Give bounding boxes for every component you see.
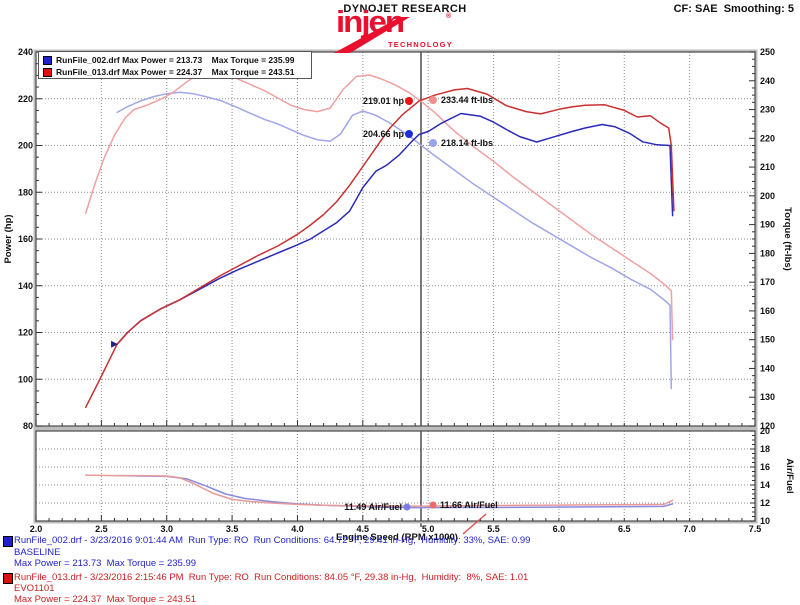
power-tick-label: 200 <box>18 141 33 151</box>
cursor-readout-label: 218.14 ft-lbs <box>441 138 493 148</box>
legend-row-runfile002: RunFile_002.drf Max Power = 213.73 Max T… <box>43 54 311 66</box>
airfuel-tick-label: 18 <box>760 444 770 454</box>
legend-swatch-red <box>43 67 52 77</box>
legend-label: RunFile_013.drf Max Power = 224.37 Max T… <box>56 67 295 77</box>
cursor-readout-label: 219.01 hp <box>363 96 405 106</box>
correction-smoothing-label: CF: SAE Smoothing: 5 <box>673 3 794 15</box>
power-curve-runfile002 <box>116 112 674 345</box>
torque-curve-runfile002 <box>116 91 673 390</box>
x-tick-label: 2.5 <box>95 524 108 534</box>
legend-row-runfile013: RunFile_013.drf Max Power = 224.37 Max T… <box>43 66 311 78</box>
torque-tick-label: 180 <box>760 248 775 258</box>
run013-swatch <box>3 573 13 584</box>
injen-logo-swoosh-icon <box>334 17 410 53</box>
power-tick-label: 160 <box>18 234 33 244</box>
cursor-readout-label: 11.66 Air/Fuel <box>440 500 498 510</box>
cursor-readout-label: 204.66 hp <box>363 129 405 139</box>
x-tick-label: 5.0 <box>422 524 435 534</box>
injen-logo-wordmark: injen <box>336 4 405 39</box>
airfuel-tick-label: 10 <box>760 516 770 526</box>
torque-tick-label: 190 <box>760 220 775 230</box>
torque-tick-label: 140 <box>760 363 775 373</box>
run002-swatch <box>3 536 13 547</box>
run002-conditions: RunFile_002.drf - 3/23/2016 9:01:44 AM R… <box>14 535 531 546</box>
torque-tick-label: 160 <box>760 306 775 316</box>
power-tick-label: 220 <box>18 94 33 104</box>
x-tick-label: 2.0 <box>30 524 43 534</box>
x-tick-label: 3.0 <box>160 524 173 534</box>
run002-max-values: Max Power = 213.73 Max Torque = 235.99 <box>14 558 197 569</box>
tick-marks <box>35 51 756 522</box>
cursor-readout-dot <box>429 96 437 104</box>
torque-tick-label: 120 <box>760 421 775 431</box>
power-tick-label: 80 <box>23 421 33 431</box>
airfuel-tick-label: 20 <box>760 426 770 436</box>
x-tick-label: 6.5 <box>618 524 631 534</box>
cursor-readout-dot <box>403 503 411 511</box>
x-tick-label: 4.0 <box>291 524 304 534</box>
cursor-readout-dot <box>429 139 437 147</box>
run013-conditions: RunFile_013.drf - 3/23/2016 2:15:46 PM R… <box>14 572 529 583</box>
power-tick-label: 140 <box>18 281 33 291</box>
airfuel-axis-title: Air/Fuel <box>784 458 795 493</box>
x-tick-label: 6.0 <box>553 524 566 534</box>
cursor-readout-label: 11.49 Air/Fuel <box>344 502 402 512</box>
legend-swatch-blue <box>43 55 52 65</box>
x-tick-label: 7.0 <box>683 524 696 534</box>
run002-name: BASELINE <box>14 547 61 558</box>
torque-tick-label: 210 <box>760 162 775 172</box>
run-start-arrow-icon <box>111 340 119 348</box>
main-plot-outer-frame <box>33 49 758 429</box>
power-curve-runfile013 <box>84 87 675 409</box>
airfuel-tick-label: 14 <box>760 480 770 490</box>
dynojet-brand-title: DYNOJET RESEARCH <box>343 3 467 15</box>
torque-axis-title: Torque (ft-lbs) <box>782 207 793 271</box>
injen-logo-technology: TECHNOLOGY <box>388 40 453 49</box>
airfuel-tick-label: 16 <box>760 462 770 472</box>
torque-tick-label: 250 <box>760 47 775 57</box>
x-tick-label: 3.5 <box>226 524 239 534</box>
power-tick-label: 180 <box>18 187 33 197</box>
injen-logo: injen ® TECHNOLOGY <box>330 5 480 55</box>
x-tick-label: 4.5 <box>357 524 370 534</box>
torque-tick-label: 200 <box>760 191 775 201</box>
cursor-readout-dot <box>405 97 413 105</box>
artifact-line <box>462 513 487 535</box>
airfuel-plot-outer-frame <box>33 428 758 524</box>
airfuel-curve-runfile013 <box>84 474 674 507</box>
power-tick-label: 100 <box>18 374 33 384</box>
torque-tick-label: 220 <box>760 133 775 143</box>
registered-mark-icon: ® <box>446 13 452 20</box>
cursor-readout-label: 233.44 ft-lbs <box>441 95 493 105</box>
cursor-readout-dot <box>429 501 437 509</box>
legend-label: RunFile_002.drf Max Power = 213.73 Max T… <box>56 55 295 65</box>
x-axis-title: Engine Speed (RPM x1000) <box>336 532 458 543</box>
torque-tick-label: 240 <box>760 76 775 86</box>
legend-box: RunFile_002.drf Max Power = 213.73 Max T… <box>38 51 312 79</box>
power-tick-label: 240 <box>18 47 33 57</box>
x-tick-label: 7.5 <box>749 524 762 534</box>
x-tick-label: 5.5 <box>487 524 500 534</box>
torque-tick-label: 130 <box>760 392 775 402</box>
torque-curve-runfile013 <box>84 69 674 341</box>
main-plot-bg <box>36 52 755 426</box>
airfuel-tick-label: 12 <box>760 498 770 508</box>
torque-tick-label: 230 <box>760 105 775 115</box>
power-tick-label: 120 <box>18 328 33 338</box>
run013-name: EVO1101 <box>14 583 55 594</box>
torque-tick-label: 170 <box>760 277 775 287</box>
torque-tick-label: 150 <box>760 335 775 345</box>
cursor-readout-dot <box>405 130 413 138</box>
power-axis-title: Power (hp) <box>3 214 14 263</box>
